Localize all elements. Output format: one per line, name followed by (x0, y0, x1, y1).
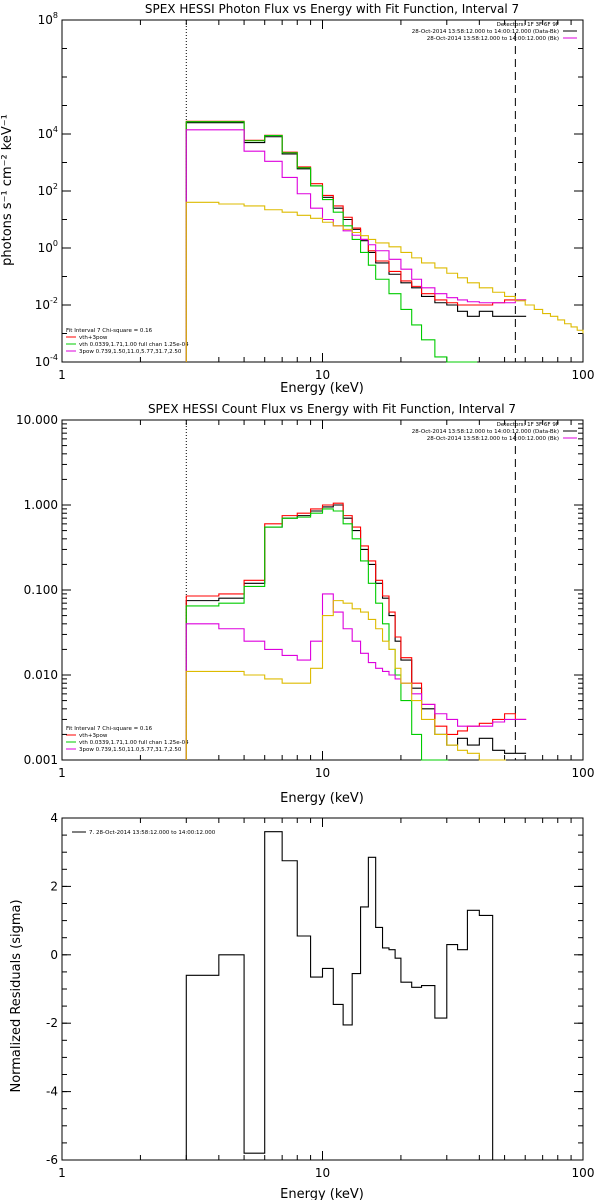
x-tick-label: 100 (572, 368, 595, 382)
legend-entry: 28-Oct-2014 13:58:12.000 to 14:00:12.000… (427, 436, 559, 442)
legend-entry: 3pow 0.739,1.50,11.0,5.77,31.7,2.50 (79, 349, 182, 355)
legend-entry: 7. 28-Oct-2014 13:58:12.000 to 14:00:12.… (89, 830, 216, 836)
x-tick-label: 100 (572, 766, 595, 780)
y-tick-label: -4 (46, 1085, 58, 1099)
legend-entry: Detectors: 1F 3F 6F 9F (497, 422, 559, 428)
legend-entry: vth+3pow (79, 733, 108, 739)
plot-frame (61, 817, 584, 1161)
series-line-2 (185, 508, 449, 761)
legend-entry: vth 0.0339,1.71,1.00 full chan 1.25e-04 (79, 342, 189, 348)
legend-entry: 28-Oct-2014 13:58:12.000 to 14:00:12.000… (427, 36, 559, 42)
y-tick-label: 10-4 (35, 353, 58, 369)
y-tick-label: 102 (38, 182, 58, 198)
x-tick-label: 10 (315, 1166, 330, 1180)
y-tick-label: 0.010 (24, 668, 58, 682)
photon-flux-xlabel: Energy (keV) (280, 381, 364, 396)
count-flux-xlabel: Energy (keV) (280, 791, 364, 806)
series-line-4 (185, 600, 506, 761)
x-tick-label: 1 (58, 1166, 66, 1180)
legend-entry: vth 0.0339,1.71,1.00 full chan 1.25e-04 (79, 740, 189, 746)
series-line-1 (185, 120, 527, 362)
legend-entry: 28-Oct-2014 13:58:12.000 to 14:00:12.000… (412, 429, 559, 435)
y-tick-label: 10-2 (35, 296, 58, 312)
legend-entry: Fit Interval 7 Chi-square = 0.16 (66, 328, 153, 334)
residuals-xlabel: Energy (keV) (280, 1187, 364, 1200)
legend-entry: Detectors: 1F 3F 6F 9F (497, 22, 559, 28)
legend-entry: 28-Oct-2014 13:58:12.000 to 14:00:12.000… (412, 29, 559, 35)
y-tick-label: 100 (38, 239, 58, 255)
series-line-4 (185, 201, 584, 362)
legend-entry: vth+3pow (79, 335, 108, 341)
y-tick-label: 2 (50, 879, 58, 893)
count-flux-panel: SPEX HESSI Count Flux vs Energy with Fit… (16, 402, 594, 806)
y-tick-label: 104 (38, 125, 58, 141)
residuals-legend: 7. 28-Oct-2014 13:58:12.000 to 14:00:12.… (72, 830, 216, 836)
count-flux-title: SPEX HESSI Count Flux vs Energy with Fit… (148, 402, 516, 416)
y-tick-label: 0.100 (24, 583, 58, 597)
y-tick-label: -6 (46, 1153, 58, 1167)
x-tick-label: 10 (315, 766, 330, 780)
y-tick-label: 0.001 (24, 753, 58, 767)
series-line-0 (185, 122, 527, 362)
y-tick-label: 108 (38, 11, 58, 27)
y-tick-label: 0 (50, 948, 58, 962)
series-line-0 (185, 504, 527, 760)
y-tick-label: 1.000 (24, 498, 58, 512)
photon-flux-ylabel: photons s⁻¹ cm⁻² keV⁻¹ (0, 114, 15, 266)
series-line-3 (185, 129, 527, 362)
residuals-ylabel: Normalized Residuals (sigma) (9, 899, 24, 1092)
legend-entry: Fit Interval 7 Chi-square = 0.16 (66, 726, 153, 732)
x-tick-label: 1 (58, 368, 66, 382)
series-line-0 (185, 831, 494, 1160)
photon-flux-title: SPEX HESSI Photon Flux vs Energy with Fi… (145, 2, 519, 16)
y-tick-label: -2 (46, 1016, 58, 1030)
series-line-3 (185, 593, 527, 760)
y-tick-label: 4 (50, 811, 58, 825)
series-line-1 (185, 502, 527, 760)
y-tick-label: 10.000 (16, 413, 58, 427)
series-line-2 (185, 121, 478, 363)
legend-entry: 3pow 0.739,1.50,11.0,5.77,31.7,2.50 (79, 747, 182, 753)
x-tick-label: 10 (315, 368, 330, 382)
residuals-panel: Energy (keV) Normalized Residuals (sigma… (9, 811, 594, 1200)
x-tick-label: 100 (572, 1166, 595, 1180)
photon-flux-panel: SPEX HESSI Photon Flux vs Energy with Fi… (0, 2, 594, 396)
plot-frame (61, 419, 584, 761)
x-tick-label: 1 (58, 766, 66, 780)
